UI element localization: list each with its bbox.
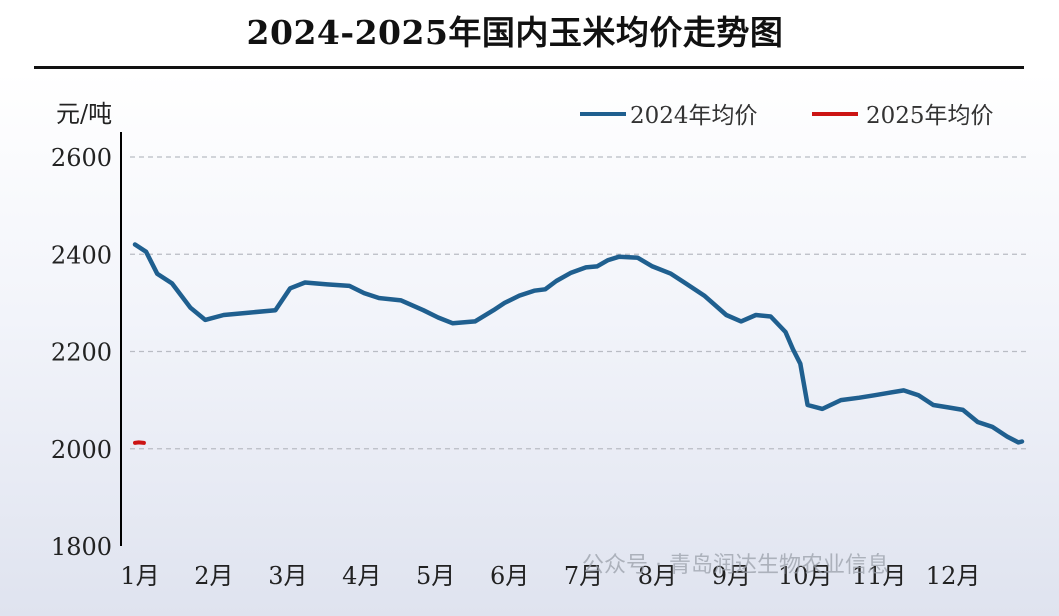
y-tick-labels: 1800 2000 2200 2400 2600 — [51, 144, 112, 561]
x-tick-label: 2月 — [194, 562, 233, 590]
x-tick-label: 11月 — [852, 562, 907, 590]
y-tick-label: 2200 — [51, 339, 112, 367]
y-tick-label: 2400 — [51, 241, 112, 269]
x-tick-label: 1月 — [120, 562, 159, 590]
x-tick-labels: 1月 2月 3月 4月 5月 6月 7月 8月 9月 10月 11月 12月 — [120, 562, 980, 590]
title-rule — [34, 66, 1024, 69]
series-layer — [132, 242, 1025, 445]
x-tick-label: 8月 — [638, 562, 677, 590]
x-tick-label: 10月 — [778, 562, 833, 590]
series-line-1 — [132, 242, 1025, 445]
legend: 2024年均价 2025年均价 — [580, 103, 994, 129]
y-tick-label: 2600 — [51, 144, 112, 172]
chart-title: 2024-2025年国内玉米均价走势图 — [246, 13, 784, 52]
x-tick-label: 5月 — [416, 562, 455, 590]
x-tick-label: 4月 — [342, 562, 381, 590]
x-tick-label: 12月 — [926, 562, 981, 590]
legend-label: 2024年均价 — [630, 103, 758, 129]
legend-label: 2025年均价 — [866, 103, 994, 129]
y-axis-unit-label: 元/吨 — [56, 100, 112, 128]
y-tick-label: 1800 — [51, 533, 112, 561]
plot-panel: 1800 2000 2200 2400 2600 1月 2月 3月 4月 5月 6月 7月 8月 9月 1… — [0, 72, 1059, 616]
y-tick-label: 2000 — [51, 436, 112, 464]
watermark-text: 公众号 · 青岛润达生物农业信息 — [582, 553, 889, 578]
x-tick-label: 9月 — [712, 562, 751, 590]
x-tick-label: 6月 — [490, 562, 529, 590]
grid-layer — [130, 156, 1028, 450]
x-tick-label: 7月 — [564, 562, 603, 590]
x-tick-label: 3月 — [268, 562, 307, 590]
series-line-2 — [133, 440, 146, 445]
